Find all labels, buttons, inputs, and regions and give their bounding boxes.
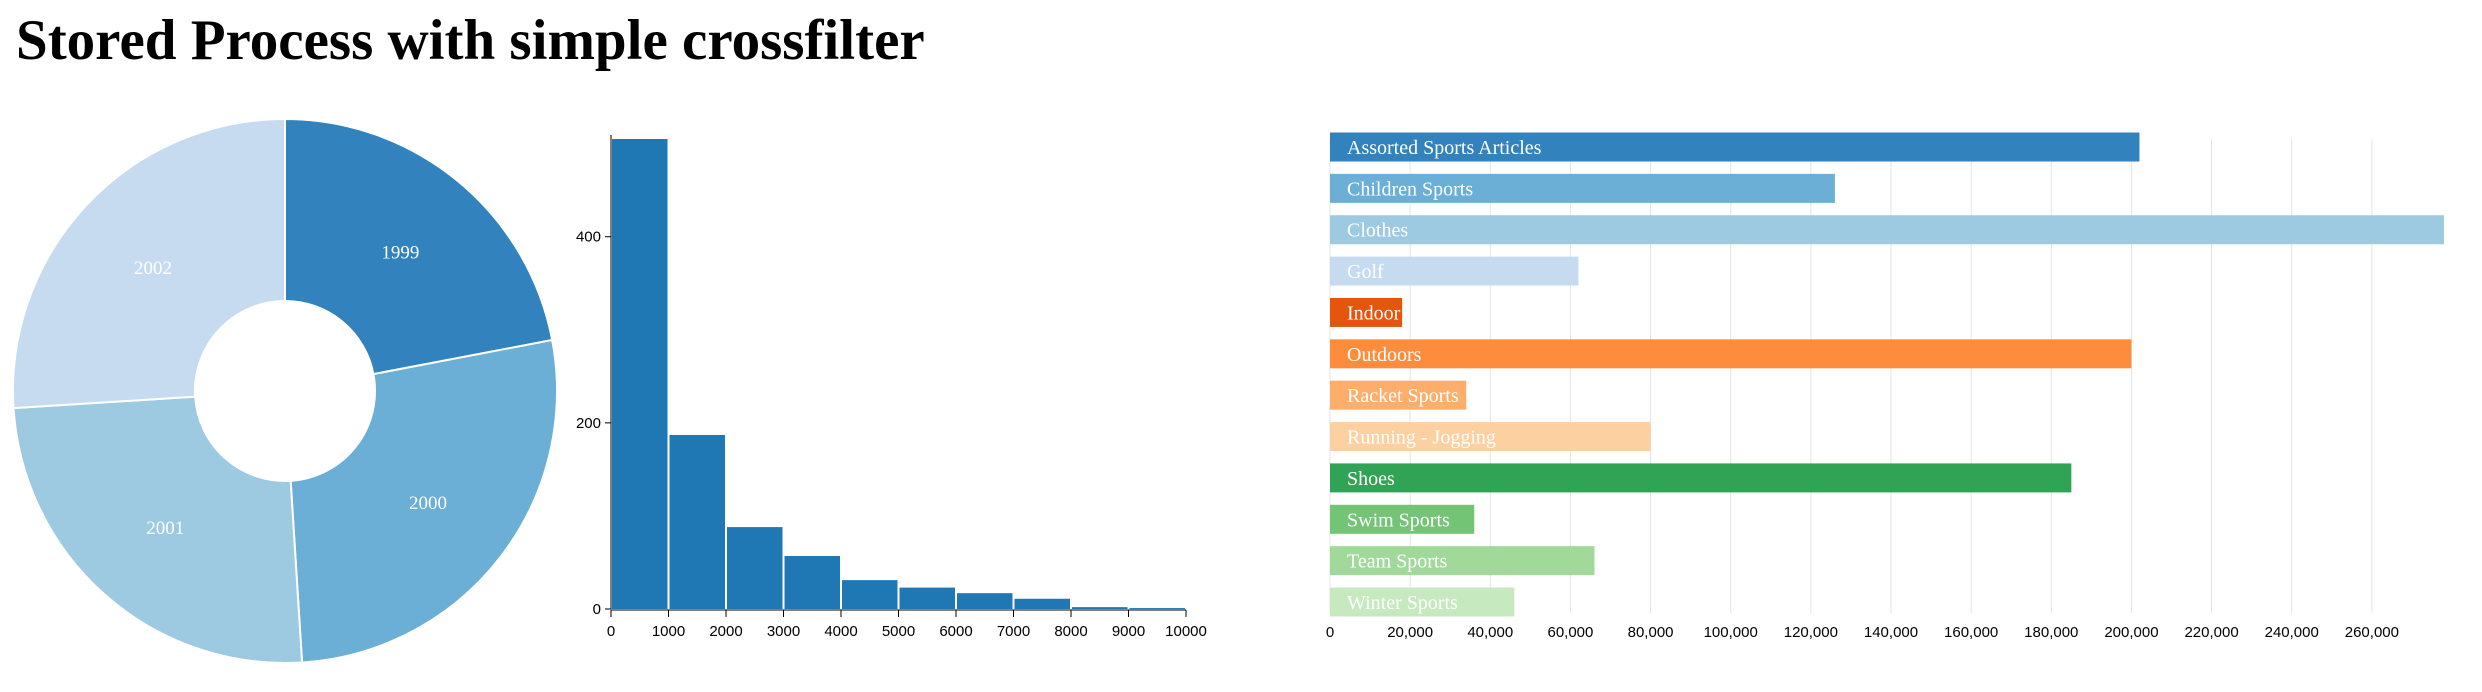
histogram-bar-3000[interactable] [784, 555, 841, 609]
row-label-running-jogging: Running - Jogging [1347, 427, 1496, 449]
row-x-tick-label-140-000: 140,000 [1864, 624, 1918, 641]
category-row-chart: 0 20,000 40,000 60,000 80,000 100,000 120,000 1… [1326, 132, 2444, 641]
x-tick-label-0: 0 [607, 623, 615, 640]
x-tick-label-9000: 9000 [1112, 623, 1145, 640]
pie-label-2001: 2001 [146, 518, 184, 539]
histogram-bar-6000[interactable] [957, 593, 1013, 609]
row-bar-racket-sports[interactable] [1330, 380, 1467, 410]
row-x-tick-label-0: 0 [1326, 624, 1334, 641]
histogram-bar-4000[interactable] [842, 580, 898, 609]
x-tick-label-3000: 3000 [767, 623, 800, 640]
row-label-clothes: Clothes [1347, 220, 1408, 242]
row-bar-shoes[interactable] [1330, 463, 2072, 493]
row-label-outdoors: Outdoors [1347, 344, 1422, 366]
row-bar-clothes[interactable] [1330, 215, 2444, 245]
histogram-bar-1000[interactable] [669, 434, 726, 609]
x-tick-label-10000: 10000 [1165, 623, 1207, 640]
histogram-bar-2000[interactable] [727, 527, 783, 609]
row-x-tick-label-260-000: 260,000 [2345, 624, 2399, 641]
row-label-swim-sports: Swim Sports [1347, 509, 1450, 531]
row-label-golf: Golf [1347, 261, 1384, 283]
row-bar-children-sports[interactable] [1330, 173, 1835, 203]
row-label-racket-sports: Racket Sports [1347, 385, 1459, 407]
pie-label-1999: 1999 [381, 243, 419, 264]
histogram-bar-7000[interactable] [1014, 598, 1071, 609]
row-bar-swim-sports[interactable] [1330, 504, 1475, 534]
row-label-children-sports: Children Sports [1347, 178, 1473, 200]
y-tick-label-400: 400 [576, 229, 601, 246]
row-x-tick-label-120-000: 120,000 [1784, 624, 1838, 641]
row-x-tick-label-180-000: 180,000 [2024, 624, 2078, 641]
histogram-bar-9000[interactable] [1129, 608, 1186, 610]
row-x-tick-label-100-000: 100,000 [1704, 624, 1758, 641]
pie-slice-2002[interactable] [12, 117, 286, 410]
row-label-shoes: Shoes [1347, 468, 1395, 490]
row-label-indoor: Indoor [1347, 302, 1401, 324]
histogram-bar-0[interactable] [612, 139, 668, 609]
row-bar-golf[interactable] [1330, 256, 1579, 286]
x-tick-label-8000: 8000 [1054, 623, 1087, 640]
row-x-tick-label-60-000: 60,000 [1547, 624, 1593, 641]
x-tick-label-5000: 5000 [882, 623, 915, 640]
y-tick-label-200: 200 [576, 415, 601, 432]
y-tick-label-0: 0 [593, 601, 601, 618]
pie-slice-2001[interactable] [12, 395, 304, 664]
pie-slice-1999[interactable] [284, 117, 554, 376]
row-label-winter-sports: Winter Sports [1347, 592, 1458, 614]
row-x-tick-label-80-000: 80,000 [1628, 624, 1674, 641]
row-x-tick-label-220-000: 220,000 [2184, 624, 2238, 641]
row-bar-assorted-sports-articles[interactable] [1330, 132, 2140, 162]
row-x-tick-label-40-000: 40,000 [1467, 624, 1513, 641]
row-bar-outdoors[interactable] [1330, 339, 2132, 369]
histogram-bar-5000[interactable] [899, 587, 956, 609]
histogram-bar-8000[interactable] [1072, 607, 1128, 609]
pie-label-2002: 2002 [134, 258, 172, 279]
row-x-tick-label-240-000: 240,000 [2265, 624, 2319, 641]
row-bar-running-jogging[interactable] [1330, 422, 1651, 452]
page-title: Stored Process with simple crossfilter [16, 9, 925, 72]
pie-label-2000: 2000 [409, 493, 447, 514]
year-donut-chart: 1999 2000 2001 2002 [12, 117, 558, 664]
x-tick-label-4000: 4000 [824, 623, 857, 640]
x-tick-label-1000: 1000 [652, 623, 685, 640]
pie-slice-2000[interactable] [289, 338, 558, 664]
row-bar-indoor[interactable] [1330, 297, 1403, 327]
row-label-assorted-sports-articles: Assorted Sports Articles [1347, 137, 1542, 159]
row-bar-winter-sports[interactable] [1330, 587, 1515, 617]
x-tick-label-6000: 6000 [939, 623, 972, 640]
row-x-tick-label-200-000: 200,000 [2104, 624, 2158, 641]
row-x-tick-label-20-000: 20,000 [1387, 624, 1433, 641]
row-bar-team-sports[interactable] [1330, 546, 1595, 576]
x-tick-label-7000: 7000 [997, 623, 1030, 640]
x-tick-label-2000: 2000 [709, 623, 742, 640]
row-label-team-sports: Team Sports [1347, 551, 1447, 573]
row-x-tick-label-160-000: 160,000 [1944, 624, 1998, 641]
